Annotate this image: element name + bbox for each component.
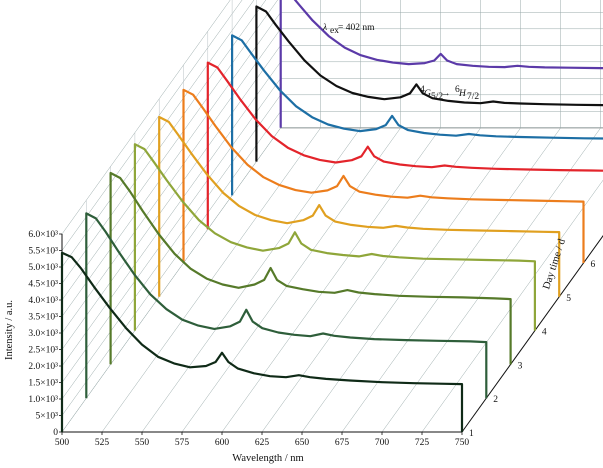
transition-annotation: 4 G 5/2 → 6 H 7/2	[420, 85, 479, 102]
y-grid-line	[61, 28, 603, 334]
y-tick-label: 5×10³	[36, 412, 59, 422]
labels: 500 525 550 575 600 625 650 675 700 725 75005×10³1…	[28, 230, 596, 448]
series-line-day-2	[85, 212, 488, 399]
x-grid-line	[381, 0, 601, 433]
z-tick-label: 3	[518, 361, 523, 371]
z-tick-label: 1	[469, 429, 474, 439]
x-tick-label: 600	[215, 438, 230, 448]
x-tick-label: 750	[455, 438, 470, 448]
series-line-day-9	[255, 5, 603, 162]
y-grid-line	[61, 127, 603, 433]
z-axis-title: Day time / d	[541, 237, 568, 291]
transition-sup-4: 4	[420, 85, 425, 95]
y-tick-label: 6.0×10³	[28, 230, 58, 240]
series-line-day-10	[279, 0, 603, 128]
series-line-day-4	[133, 143, 537, 331]
x-axis-title: Wavelength / nm	[232, 453, 303, 464]
x-tick-label: 500	[55, 438, 70, 448]
z-tick-label: 2	[493, 395, 498, 405]
y-tick-label: 2.5×10³	[28, 346, 58, 356]
y-grid-line	[61, 45, 603, 350]
transition-sup-6: 6	[455, 85, 460, 95]
y-tick-label: 3.5×10³	[28, 313, 58, 323]
transition-g: G	[424, 89, 431, 99]
y-axis-title: Intensity / a.u.	[4, 300, 15, 360]
excitation-annotation: λ ex = 402 nm	[322, 23, 375, 36]
y-tick-label: 1.5×10³	[28, 379, 58, 389]
z-axis-line	[461, 235, 603, 433]
transition-arrow: →	[441, 89, 451, 99]
z-tick-label: 5	[566, 294, 571, 304]
y-tick-label: 1.0×10³	[28, 395, 58, 405]
series-line-day-1	[60, 251, 464, 432]
x-grid-line	[141, 0, 361, 433]
x-grid-line	[461, 235, 603, 433]
series-line-day-3	[109, 171, 512, 365]
x-tick-label: 525	[95, 438, 110, 448]
z-tick-label: 6	[591, 260, 596, 270]
x-grid-line	[221, 0, 441, 433]
y-tick-label: 3.0×10³	[28, 329, 58, 339]
excitation-symbol: λ	[322, 23, 327, 33]
x-tick-label: 650	[295, 438, 310, 448]
x-tick-label: 625	[255, 438, 270, 448]
y-tick-label: 2.0×10³	[28, 362, 58, 372]
series-line-day-8	[231, 34, 603, 196]
series-line-day-7	[206, 61, 603, 230]
x-tick-label: 700	[375, 438, 390, 448]
x-grid-line	[61, 0, 281, 433]
x-tick-label: 550	[135, 438, 150, 448]
y-grid-line	[61, 61, 603, 367]
excitation-subscript: ex	[330, 26, 339, 36]
excitation-value: = 402 nm	[338, 23, 375, 33]
x-grid-line	[181, 0, 401, 433]
back-wall	[280, 0, 603, 129]
x-tick-label: 575	[175, 438, 190, 448]
x-grid-line	[341, 0, 561, 433]
series-group	[60, 0, 603, 432]
transition-sub-h: 7/2	[467, 92, 479, 102]
transition-h: H	[458, 89, 467, 99]
y-tick-label: 4.0×10³	[28, 296, 58, 306]
y-grid-line	[61, 94, 603, 400]
x-tick-label: 725	[415, 438, 430, 448]
x-grid-line	[261, 0, 481, 433]
y-grid-line	[61, 0, 267, 284]
x-grid-line	[421, 179, 603, 433]
series-line-day-5	[158, 115, 561, 297]
y-tick-label: 4.5×10³	[28, 280, 58, 290]
y-tick-label: 5.5×10³	[28, 247, 58, 257]
series-line-day-6	[182, 88, 585, 263]
y-tick-label: 5.0×10³	[28, 263, 58, 273]
z-tick-label: 4	[542, 328, 547, 338]
y-grid-line	[61, 12, 603, 317]
x-grid-line	[301, 0, 521, 433]
y-grid-line	[61, 0, 278, 301]
y-tick-label: 0	[53, 428, 58, 438]
x-grid-line	[101, 0, 321, 433]
transition-sub-g: 5/2	[431, 92, 443, 102]
x-tick-label: 675	[335, 438, 350, 448]
